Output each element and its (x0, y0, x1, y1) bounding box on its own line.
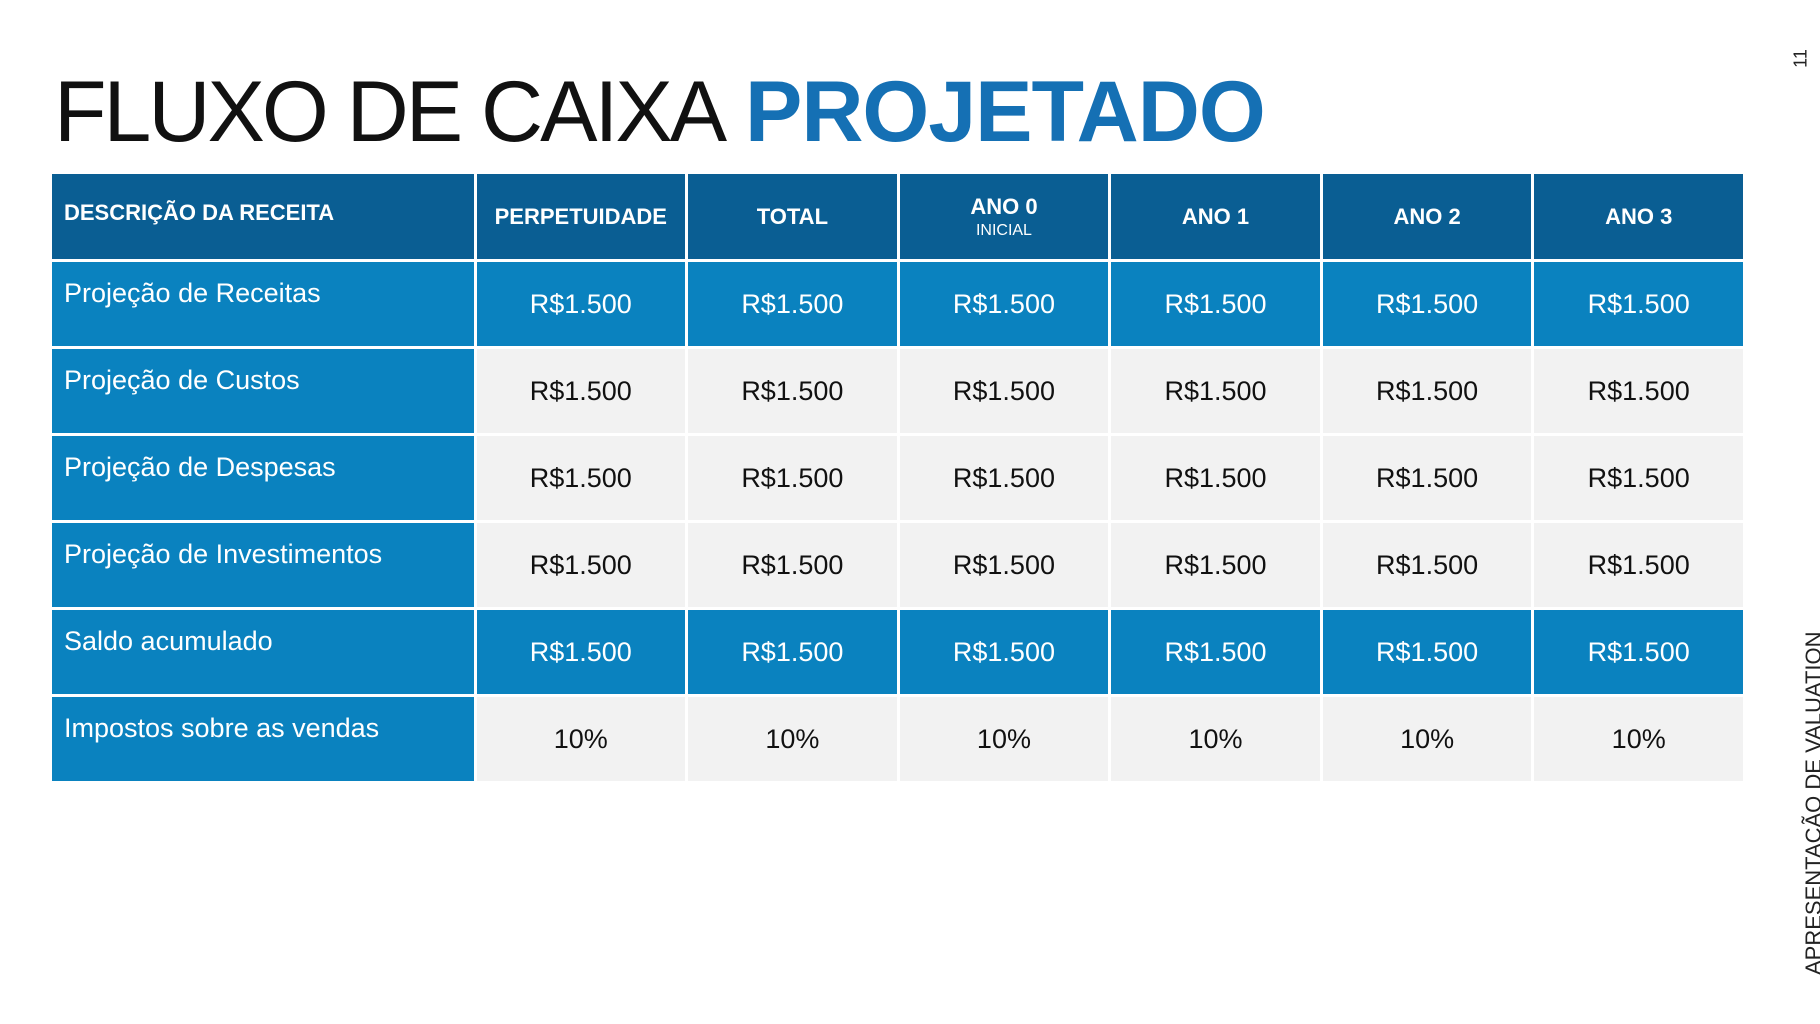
cash-flow-table: DESCRIÇÃO DA RECEITA PERPETUIDADE TOTAL ANO… (52, 174, 1746, 784)
column-header: PERPETUIDADE (473, 174, 689, 262)
table-cell: R$1.500 (896, 433, 1112, 523)
column-label: PERPETUIDADE (494, 203, 667, 229)
page-number: 11 (1790, 49, 1811, 68)
table-cell: R$1.500 (1531, 520, 1746, 610)
title: FLUXO DE CAIXA PROJETADO (54, 62, 1266, 162)
column-label: ANO 3 (1605, 203, 1673, 229)
table-cell: R$1.500 (896, 607, 1112, 697)
table-cell: R$1.500 (685, 607, 900, 697)
row-label: Impostos sobre as vendas (52, 694, 477, 784)
table-body: Projeção de Receitas R$1.500 R$1.500 R$1.50… (52, 259, 1746, 784)
table-cell: 10% (1319, 694, 1535, 784)
table-cell: R$1.500 (1319, 346, 1535, 436)
table-cell: R$1.500 (473, 259, 689, 349)
column-header: ANO 1 (1108, 174, 1323, 262)
table-cell: R$1.500 (1531, 346, 1746, 436)
table-cell: R$1.500 (896, 259, 1112, 349)
title-bold: PROJETADO (744, 64, 1266, 160)
column-header: ANO 3 (1531, 174, 1746, 262)
table-cell: R$1.500 (1531, 607, 1746, 697)
table-cell: R$1.500 (473, 433, 689, 523)
table-cell: 10% (896, 694, 1112, 784)
table-row: Projeção de Despesas R$1.500 R$1.500 R$1.50… (52, 433, 1746, 523)
row-label: Projeção de Custos (52, 346, 477, 436)
table-cell: R$1.500 (685, 346, 900, 436)
side-label: APRESENTAÇÃO DE VALUATION (1801, 631, 1820, 975)
column-label: TOTAL (756, 203, 829, 229)
header-row: DESCRIÇÃO DA RECEITA PERPETUIDADE TOTAL ANO… (52, 174, 1746, 262)
table-row: Projeção de Investimentos R$1.500 R$1.500 R… (52, 520, 1746, 610)
table-cell: R$1.500 (896, 520, 1112, 610)
table-cell: R$1.500 (473, 346, 689, 436)
table-cell: R$1.500 (473, 607, 689, 697)
table-cell: R$1.500 (1108, 346, 1323, 436)
table-cell: 10% (685, 694, 900, 784)
column-sublabel: INICIAL (975, 221, 1032, 239)
table-row: Projeção de Custos R$1.500 R$1.500 R$1.500 R… (52, 346, 1746, 436)
table-cell: R$1.500 (1319, 433, 1535, 523)
table-cell: R$1.500 (1319, 607, 1535, 697)
table-cell: R$1.500 (1108, 259, 1323, 349)
table-cell: R$1.500 (1108, 607, 1323, 697)
column-header: ANO 0 INICIAL (896, 174, 1112, 262)
row-label: Projeção de Investimentos (52, 520, 477, 610)
table-cell: 10% (1531, 694, 1746, 784)
table-cell: R$1.500 (1319, 520, 1535, 610)
table-cell: R$1.500 (473, 520, 689, 610)
column-label: ANO 1 (1181, 203, 1250, 229)
table-cell: R$1.500 (896, 346, 1112, 436)
column-label: ANO 0 (970, 193, 1038, 219)
table-cell: R$1.500 (1531, 433, 1746, 523)
table-cell: R$1.500 (685, 520, 900, 610)
column-label: ANO 2 (1393, 203, 1461, 229)
table-row: Saldo acumulado R$1.500 R$1.500 R$1.500 R$1.… (52, 607, 1746, 697)
table-cell: R$1.500 (1108, 433, 1323, 523)
column-header: TOTAL (685, 174, 900, 262)
table-cell: R$1.500 (685, 433, 900, 523)
table-cell: 10% (1108, 694, 1323, 784)
table-row: Impostos sobre as vendas 10% 10% 10% 10% 10% 1… (52, 694, 1746, 784)
table-cell: R$1.500 (1108, 520, 1323, 610)
row-label: Saldo acumulado (52, 607, 477, 697)
table-cell: R$1.500 (1531, 259, 1746, 349)
column-header: ANO 2 (1319, 174, 1535, 262)
row-label: Projeção de Despesas (52, 433, 477, 523)
column-label: DESCRIÇÃO DA RECEITA (64, 200, 335, 225)
table-cell: R$1.500 (1319, 259, 1535, 349)
title-light: FLUXO DE CAIXA (54, 64, 727, 160)
column-header: DESCRIÇÃO DA RECEITA (52, 174, 477, 262)
table-cell: 10% (473, 694, 689, 784)
table-cell: R$1.500 (685, 259, 900, 349)
row-label: Projeção de Receitas (52, 259, 477, 349)
table-row: Projeção de Receitas R$1.500 R$1.500 R$1.50… (52, 259, 1746, 349)
